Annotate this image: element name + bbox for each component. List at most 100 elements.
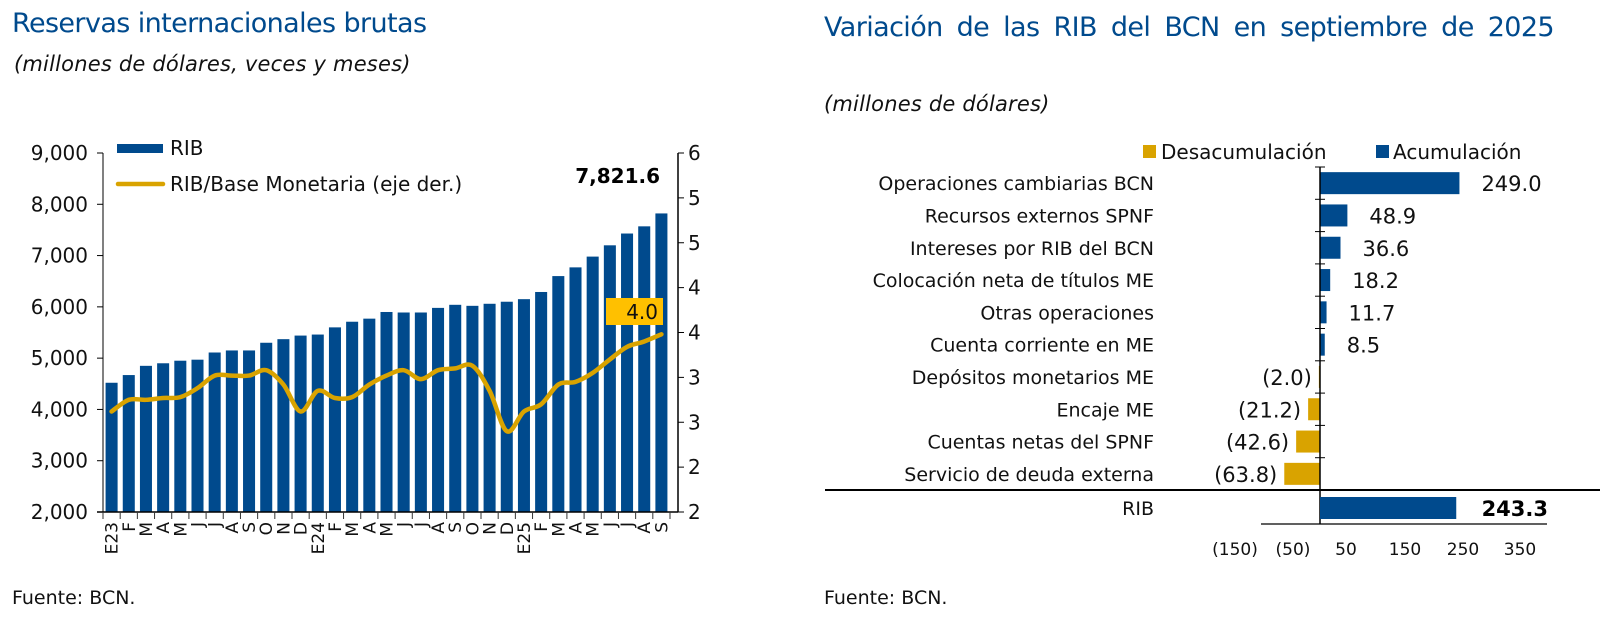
- rib-bar: [483, 303, 496, 512]
- value-label: (2.0): [1262, 366, 1312, 390]
- total-rib-bar: [1320, 497, 1457, 519]
- rib-chart-panel: Reservas internacionales brutas (millone…: [0, 0, 700, 631]
- x-tick-label: O: [257, 522, 277, 535]
- value-label: (42.6): [1226, 431, 1289, 455]
- legend-swatch-acumulacion: [1376, 145, 1389, 158]
- rib-bar: [432, 307, 445, 512]
- variation-bar: [1320, 172, 1460, 195]
- legend-swatch-rib: [117, 144, 163, 153]
- rib-bar: [397, 312, 410, 512]
- legend-label-rib: RIB: [170, 136, 204, 160]
- x-tick-label: M: [171, 522, 191, 537]
- left-y-tick-label: 3,000: [31, 449, 88, 473]
- variation-bar: [1320, 269, 1331, 292]
- rib-bar: [243, 350, 256, 512]
- right-y-tick-label: 2.5: [688, 455, 700, 479]
- variation-bar: [1320, 236, 1341, 259]
- x-tick-label: E24: [309, 522, 329, 554]
- x-tick-label: (150): [1212, 540, 1258, 560]
- variation-bar: [1320, 204, 1348, 227]
- last-bar-value-label: 7,821.6: [575, 164, 660, 188]
- value-label: 8.5: [1347, 334, 1380, 358]
- right-y-tick-label: 4.5: [688, 276, 700, 300]
- value-label: 48.9: [1369, 204, 1416, 228]
- total-value-label: 243.3: [1482, 497, 1548, 521]
- variation-bar: [1284, 462, 1320, 485]
- rib-chart-title: Reservas internacionales brutas: [12, 8, 427, 39]
- rib-variation-panel: Variación de las RIB del BCN en septiemb…: [820, 0, 1600, 631]
- x-tick-label: A: [360, 522, 380, 534]
- category-label: Colocación neta de títulos ME: [873, 270, 1154, 292]
- value-label: 249.0: [1481, 172, 1541, 196]
- variation-bar: [1320, 301, 1327, 324]
- rib-bar: [621, 233, 634, 513]
- rib-bar: [260, 342, 273, 512]
- right-y-tick-label: 3.5: [688, 365, 700, 389]
- x-tick-label: J: [395, 522, 415, 528]
- x-tick-label: S: [446, 522, 466, 533]
- x-tick-label: O: [463, 522, 483, 535]
- variation-bar: [1308, 398, 1320, 421]
- category-label: Intereses por RIB del BCN: [910, 238, 1154, 260]
- rib-bar: [174, 360, 187, 512]
- x-tick-label: J: [206, 522, 226, 528]
- category-label: Cuentas netas del SPNF: [927, 432, 1154, 454]
- rib-bar: [638, 226, 651, 513]
- x-tick-label: E25: [515, 522, 535, 554]
- rib-bar: [311, 334, 324, 512]
- rib-variation-subtitle: (millones de dólares): [824, 92, 1050, 116]
- x-tick-label: E23: [103, 522, 123, 554]
- legend-label-line: RIB/Base Monetaria (eje der.): [170, 172, 462, 196]
- rib-bar: [157, 363, 170, 512]
- x-tick-label: F: [120, 522, 140, 532]
- right-y-tick-label: 4.0: [688, 321, 700, 345]
- x-tick-label: S: [240, 522, 260, 533]
- value-label: 36.6: [1362, 237, 1409, 261]
- legend-swatch-desacumulacion: [1143, 145, 1156, 158]
- left-y-tick-label: 2,000: [31, 500, 88, 524]
- x-tick-label: F: [326, 522, 346, 532]
- x-tick-label: A: [635, 522, 655, 534]
- x-tick-label: M: [343, 522, 363, 537]
- category-label: Depósitos monetarios ME: [912, 367, 1154, 389]
- x-tick-label: F: [532, 522, 552, 532]
- variation-bar: [1320, 333, 1325, 356]
- left-y-tick-label: 8,000: [31, 192, 88, 216]
- x-tick-label: J: [618, 522, 638, 528]
- rib-bar: [363, 318, 376, 512]
- rib-variation-title: Variación de las RIB del BCN en septiemb…: [824, 12, 1555, 43]
- left-y-tick-label: 5,000: [31, 346, 88, 370]
- rib-bar: [603, 245, 616, 513]
- rib-bar: [500, 301, 513, 512]
- category-label: Recursos externos SPNF: [925, 205, 1154, 227]
- last-line-value-box: [606, 298, 663, 325]
- last-line-value-label: 4.0: [626, 300, 658, 324]
- rib-variation-source: Fuente: BCN.: [824, 587, 948, 609]
- x-tick-label: M: [137, 522, 157, 537]
- x-tick-label: M: [584, 522, 604, 537]
- value-label: 18.2: [1352, 269, 1399, 293]
- left-y-tick-label: 4,000: [31, 397, 88, 421]
- x-tick-label: A: [429, 522, 449, 534]
- rib-bar: [517, 299, 530, 512]
- x-tick-label: S: [652, 522, 672, 533]
- rib-bar: [346, 321, 359, 512]
- rib-bar: [569, 267, 582, 512]
- category-label: Otras operaciones: [980, 302, 1154, 324]
- x-tick-label: J: [189, 522, 209, 528]
- legend-label-desacumulacion: Desacumulación: [1161, 140, 1327, 164]
- right-y-tick-label: 5.5: [688, 186, 700, 210]
- rib-variation-plot: Desacumulación Acumulación Operaciones cam…: [825, 140, 1600, 560]
- value-label: (21.2): [1238, 398, 1301, 422]
- x-tick-label: N: [481, 522, 501, 535]
- rib-bar: [277, 339, 290, 512]
- x-tick-label: M: [378, 522, 398, 537]
- rib-bar: [449, 304, 462, 512]
- rib-base-monetaria-line: [109, 332, 664, 434]
- right-y-tick-label: 6.0: [688, 141, 700, 165]
- rib-chart-source: Fuente: BCN.: [12, 587, 136, 609]
- category-label: Encaje ME: [1056, 399, 1154, 421]
- category-label: Operaciones cambiarias BCN: [878, 173, 1154, 195]
- x-tick-label: A: [567, 522, 587, 534]
- left-y-tick-label: 6,000: [31, 295, 88, 319]
